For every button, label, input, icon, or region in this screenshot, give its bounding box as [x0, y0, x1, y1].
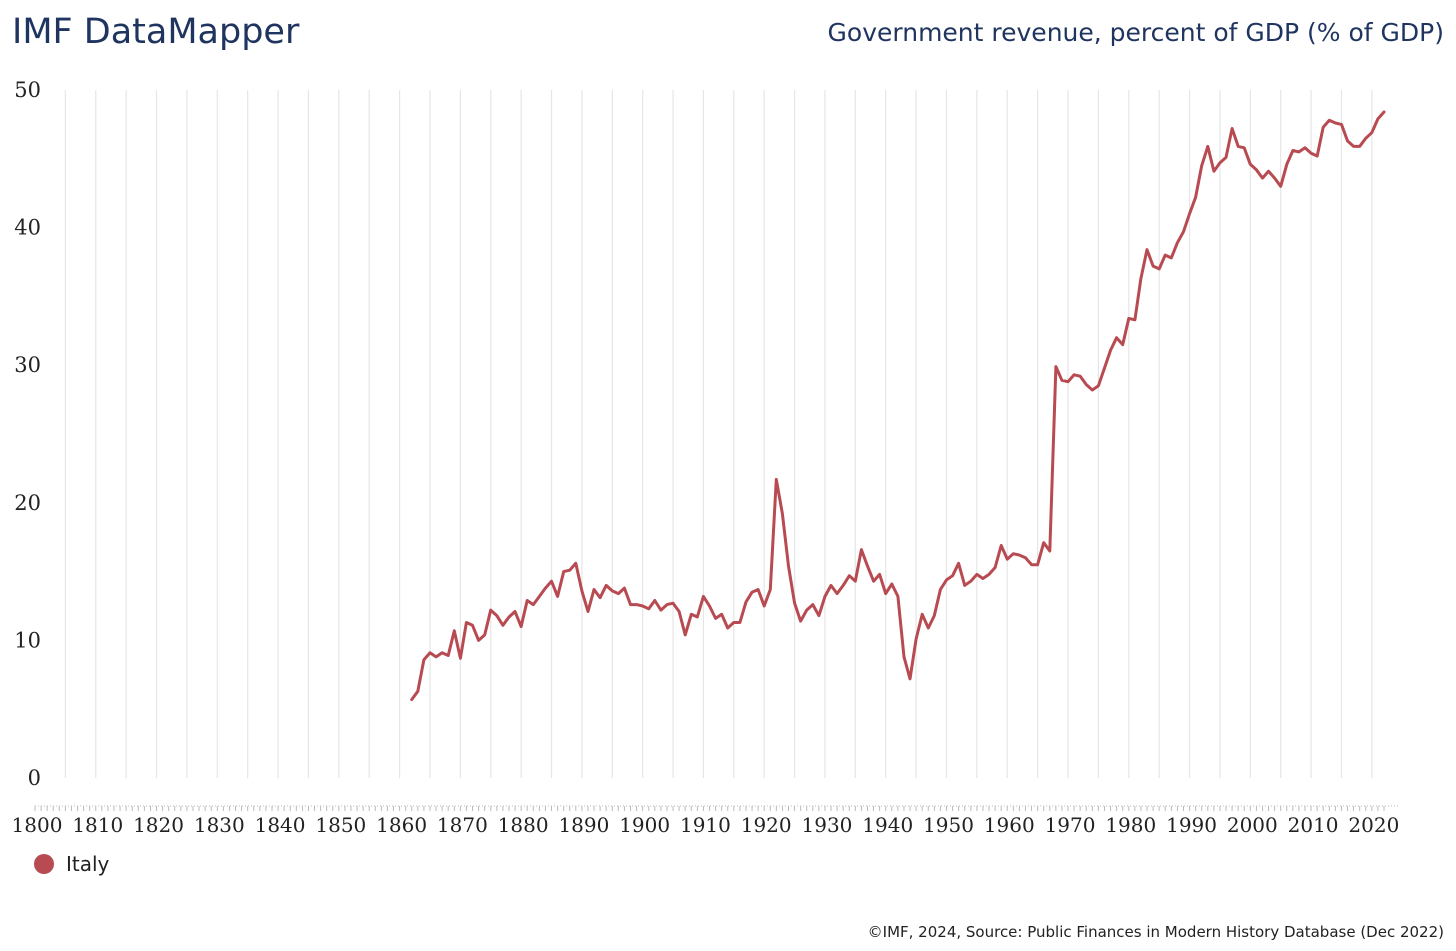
x-tick-label-1810: 1810 [72, 813, 123, 837]
y-tick-label-20: 20 [14, 491, 41, 515]
legend-label-italy: Italy [66, 852, 110, 876]
vertical-gridlines [64, 90, 1373, 778]
x-tick-label-2000: 2000 [1227, 813, 1278, 837]
brand-title: IMF DataMapper [12, 12, 300, 52]
x-tick-label-1880: 1880 [498, 813, 549, 837]
y-tick-label-0: 0 [28, 766, 41, 790]
x-tick-label-2010: 2010 [1288, 813, 1339, 837]
legend[interactable]: Italy [34, 852, 109, 876]
indicator-title: Government revenue, percent of GDP (% of… [827, 18, 1444, 47]
x-tick-label-1940: 1940 [862, 813, 913, 837]
y-tick-label-40: 40 [14, 216, 41, 240]
x-axis-tick-labels: 1800 1810 1820 1830 1840 1850 1860 1870 1880 1890… [12, 813, 1400, 837]
x-tick-label-1950: 1950 [923, 813, 974, 837]
x-tick-label-1890: 1890 [558, 813, 609, 837]
x-tick-label-1960: 1960 [984, 813, 1035, 837]
y-tick-label-50: 50 [14, 78, 41, 102]
y-axis-tick-labels: 0 10 20 30 40 50 [14, 78, 41, 790]
x-tick-label-1840: 1840 [255, 813, 306, 837]
x-tick-label-1870: 1870 [437, 813, 488, 837]
x-tick-label-1970: 1970 [1045, 813, 1096, 837]
x-tick-label-1860: 1860 [376, 813, 427, 837]
series-layer [410, 110, 1386, 702]
legend-marker-italy [34, 854, 54, 874]
x-axis [34, 805, 1399, 811]
x-tick-label-1830: 1830 [194, 813, 245, 837]
x-tick-label-1800: 1800 [12, 813, 63, 837]
series-line-italy[interactable] [410, 110, 1386, 702]
x-tick-label-1920: 1920 [741, 813, 792, 837]
x-tick-label-1990: 1990 [1166, 813, 1217, 837]
x-tick-label-1930: 1930 [802, 813, 853, 837]
x-tick-label-1980: 1980 [1105, 813, 1156, 837]
y-tick-label-30: 30 [14, 353, 41, 377]
y-tick-label-10: 10 [14, 628, 41, 652]
x-tick-label-1910: 1910 [680, 813, 731, 837]
x-tick-label-2020: 2020 [1348, 813, 1399, 837]
source-note: ©IMF, 2024, Source: Public Finances in M… [867, 923, 1444, 941]
x-tick-label-1900: 1900 [619, 813, 670, 837]
x-tick-label-1820: 1820 [133, 813, 184, 837]
x-tick-label-1850: 1850 [315, 813, 366, 837]
